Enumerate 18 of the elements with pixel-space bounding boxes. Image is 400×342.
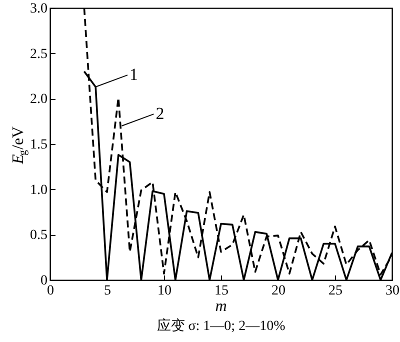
y-tick-label: 0	[40, 274, 48, 288]
y-tick-label: 1.5	[30, 138, 48, 152]
x-tick-label: 5	[104, 284, 111, 298]
x-tick-label: 20	[272, 284, 286, 298]
y-tick-label: 0.5	[30, 228, 48, 244]
y-axis-title: Eg/eV	[10, 126, 29, 165]
annotation: 2	[156, 104, 164, 124]
x-tick-label: 30	[386, 284, 400, 298]
x-tick-label: 25	[328, 284, 342, 298]
x-axis-title: m	[215, 298, 227, 315]
y-tick-label: 2.0	[30, 92, 48, 108]
annotation: 1	[130, 65, 138, 84]
text: 应变 σ: 1—0; 2—10%	[156, 318, 286, 334]
y-tick-label: 1.0	[30, 182, 48, 198]
x-tick-label: 10	[158, 284, 172, 298]
x-tick-label: 15	[214, 284, 228, 298]
y-tick-label: 2.5	[30, 46, 48, 62]
y-tick-label: 3.0	[30, 2, 48, 16]
